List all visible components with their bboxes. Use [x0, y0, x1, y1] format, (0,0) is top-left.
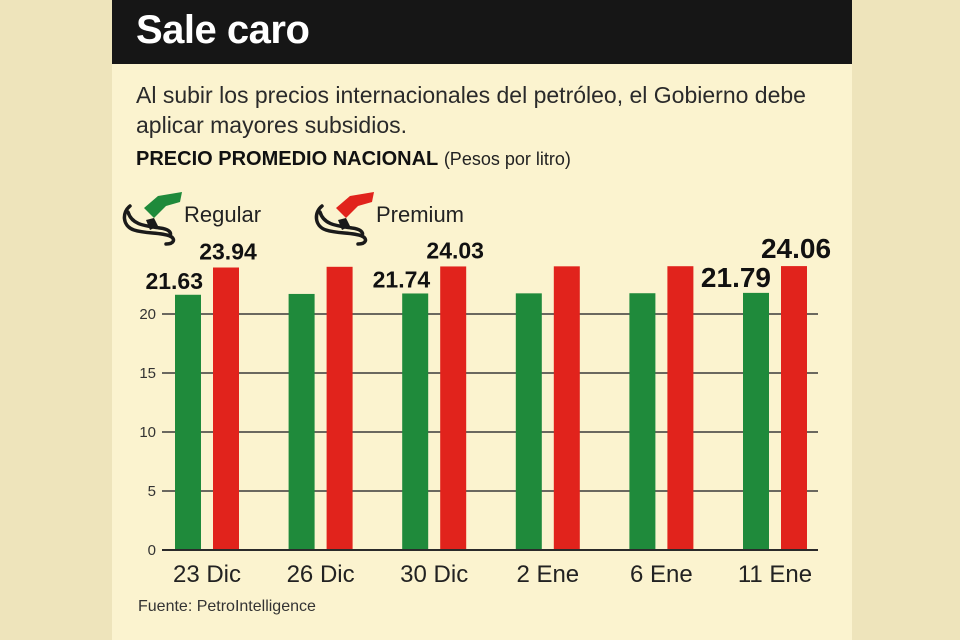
legend-item-premium: Premium: [312, 186, 512, 246]
y-tick-label: 0: [148, 542, 156, 559]
x-tick-label: 23 Dic: [173, 561, 241, 588]
background-left: [0, 0, 112, 640]
data-label: 21.79: [701, 262, 771, 293]
x-tick-label: 30 Dic: [400, 561, 468, 588]
y-tick-label: 5: [148, 483, 156, 500]
y-tick-label: 10: [139, 424, 156, 441]
legend-label-regular: Regular: [184, 202, 262, 227]
bar-regular: [175, 294, 201, 550]
title-bar: Sale caro: [112, 0, 852, 64]
bar-premium: [440, 266, 467, 550]
chart-heading-title: PRECIO PROMEDIO NACIONAL: [136, 148, 439, 170]
bar-premium: [781, 266, 807, 550]
y-tick-label: 15: [139, 365, 156, 382]
chart-heading-unit: (Pesos por litro): [443, 149, 571, 169]
legend-swatch-regular: [144, 192, 182, 218]
bar-regular: [743, 292, 769, 550]
data-label: 24.06: [761, 233, 831, 264]
fuel-nozzle-icon: [314, 192, 374, 246]
data-label: 24.03: [426, 237, 484, 263]
x-tick-label: 2 Ene: [516, 561, 579, 588]
fuel-nozzle-icon: [122, 192, 182, 246]
legend-label-premium: Premium: [376, 202, 465, 227]
bar-regular: [515, 293, 542, 550]
x-tick-label: 26 Dic: [287, 561, 355, 588]
background-right: [852, 0, 960, 640]
bar-premium: [667, 266, 694, 550]
legend-swatch-premium: [336, 192, 374, 218]
bar-regular: [402, 293, 429, 550]
x-tick-label: 6 Ene: [630, 561, 693, 588]
chart-heading: PRECIO PROMEDIO NACIONAL (Pesos por litr…: [136, 148, 571, 171]
data-label: 21.63: [145, 268, 203, 294]
bar-regular: [288, 293, 315, 550]
y-tick-label: 20: [139, 306, 156, 323]
subtitle: Al subir los precios internacionales del…: [136, 82, 806, 138]
legend-item-regular: Regular: [120, 186, 320, 246]
data-label: 23.94: [199, 239, 257, 265]
data-label: 21.74: [373, 266, 431, 292]
x-tick-label: 11 Ene: [738, 561, 812, 588]
source-note: Fuente: PetroIntelligence: [138, 598, 316, 615]
bar-premium: [553, 266, 580, 550]
bar-regular: [629, 293, 656, 550]
bar-premium: [213, 267, 239, 550]
bar-premium: [326, 266, 353, 550]
page-title: Sale caro: [136, 8, 310, 52]
